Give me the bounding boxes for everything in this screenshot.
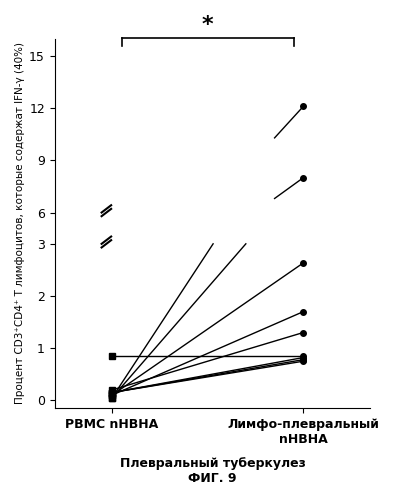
Y-axis label: Процент CD3⁺CD4⁺ Т лимфоцитов, которые содержат IFN-γ (40%): Процент CD3⁺CD4⁺ Т лимфоцитов, которые с… [15,42,25,405]
Text: *: * [202,15,213,35]
Bar [100,208,113,246]
X-axis label: Плевральный туберкулез
ФИГ. 9: Плевральный туберкулез ФИГ. 9 [120,457,305,485]
